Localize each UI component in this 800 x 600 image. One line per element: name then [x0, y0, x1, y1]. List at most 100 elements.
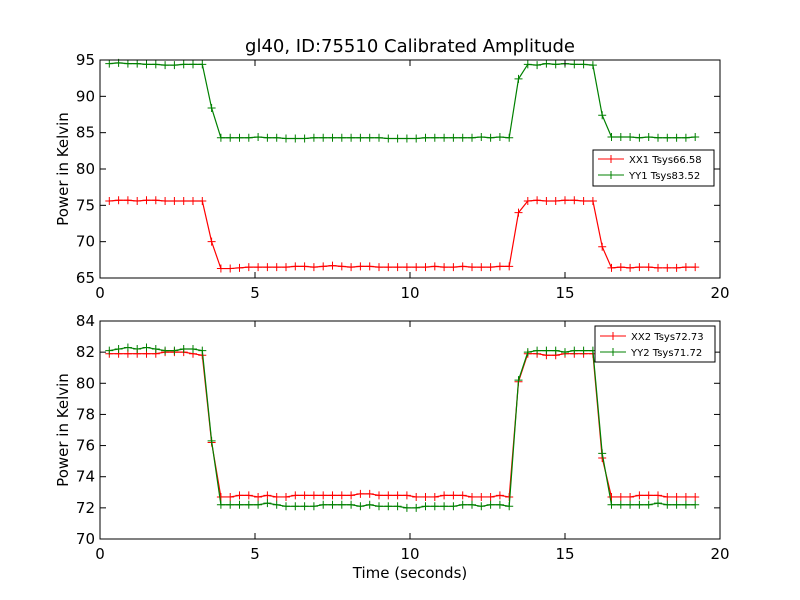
bottom-data-point-xx2 — [672, 492, 681, 501]
top-data-point-xx1 — [226, 264, 235, 273]
bottom-data-point-yy2 — [226, 500, 235, 509]
top-data-point-xx1 — [616, 263, 625, 272]
bottom-data-point-xx2 — [300, 491, 309, 500]
top-y-axis-label: Power in Kelvin — [54, 112, 72, 226]
bottom-data-point-yy2 — [616, 500, 625, 509]
bottom-data-point-yy2 — [337, 500, 346, 509]
bottom-x-tick-label: 20 — [710, 545, 729, 563]
top-data-point-yy1 — [347, 133, 356, 142]
top-data-point-yy1 — [272, 133, 281, 142]
top-data-point-xx1 — [244, 263, 253, 272]
bottom-data-point-yy2 — [551, 346, 560, 355]
top-y-tick-label: 95 — [76, 51, 95, 69]
bottom-data-point-xx2 — [635, 491, 644, 500]
bottom-x-tick-label: 15 — [555, 545, 574, 563]
top-data-point-xx1 — [123, 196, 132, 205]
bottom-data-point-xx2 — [337, 491, 346, 500]
bottom-x-tick-label: 5 — [250, 545, 260, 563]
bottom-data-point-yy2 — [161, 346, 170, 355]
top-data-point-yy1 — [579, 60, 588, 69]
top-legend-label-xx1: XX1 Tsys66.58 — [629, 155, 702, 166]
bottom-data-point-yy2 — [198, 346, 207, 355]
bottom-data-point-yy2 — [533, 346, 542, 355]
top-data-point-yy1 — [523, 60, 532, 69]
top-data-point-xx1 — [626, 263, 635, 272]
top-data-point-yy1 — [477, 133, 486, 142]
bottom-data-point-yy2 — [375, 502, 383, 511]
bottom-data-point-xx2 — [421, 492, 430, 501]
top-data-point-xx1 — [430, 262, 439, 271]
top-data-point-yy1 — [309, 133, 318, 142]
top-data-point-yy1 — [598, 111, 607, 120]
top-data-point-xx1 — [486, 263, 495, 272]
top-data-point-xx1 — [533, 196, 542, 205]
bottom-data-point-yy2 — [291, 502, 300, 511]
bottom-data-point-yy2 — [309, 502, 318, 511]
top-data-point-xx1 — [421, 263, 430, 272]
top-data-point-xx1 — [365, 262, 374, 271]
top-data-point-xx1 — [644, 263, 653, 272]
top-x-tick-label: 5 — [250, 284, 260, 302]
top-data-point-xx1 — [458, 262, 467, 271]
bottom-data-point-xx2 — [365, 489, 374, 498]
top-data-point-yy1 — [393, 134, 402, 143]
bottom-chart-panel: 0 5 10 15 20 70 72 74 76 78 80 82 84 Power in Kelvin… — [54, 312, 730, 582]
top-data-point-yy1 — [607, 133, 616, 142]
bottom-data-point-xx2 — [430, 492, 439, 501]
top-data-point-xx1 — [309, 263, 318, 272]
bottom-data-point-yy2 — [626, 500, 635, 509]
bottom-x-tick-label: 0 — [95, 545, 105, 563]
bottom-data-point-yy2 — [607, 500, 616, 509]
bottom-data-point-xx2 — [607, 492, 616, 501]
bottom-data-point-yy2 — [272, 500, 281, 509]
top-data-point-yy1 — [375, 133, 383, 142]
x-axis-label: Time (seconds) — [352, 564, 468, 582]
top-data-point-xx1 — [579, 196, 588, 205]
top-data-point-yy1 — [170, 61, 179, 70]
top-data-point-xx1 — [384, 263, 393, 272]
bottom-data-point-xx2 — [412, 492, 421, 501]
top-data-point-yy1 — [356, 133, 365, 142]
top-data-point-yy1 — [328, 133, 337, 142]
top-data-point-xx1 — [337, 262, 346, 271]
bottom-y-tick-label: 76 — [76, 437, 95, 455]
bottom-data-point-yy2 — [430, 502, 439, 511]
top-y-tick-label: 65 — [76, 269, 95, 287]
bottom-data-point-xx2 — [486, 492, 495, 501]
top-data-point-xx1 — [468, 263, 476, 272]
top-data-point-yy1 — [105, 59, 114, 68]
bottom-ticks-group: 0 5 10 15 20 70 72 74 76 78 80 82 84 — [76, 312, 730, 563]
bottom-y-tick-label: 80 — [76, 374, 95, 392]
bottom-data-point-yy2 — [561, 348, 569, 357]
top-data-point-xx1 — [598, 242, 607, 251]
bottom-data-point-yy2 — [486, 500, 495, 509]
bottom-data-point-yy2 — [114, 345, 123, 354]
bottom-data-point-yy2 — [477, 502, 486, 511]
bottom-data-point-yy2 — [635, 500, 644, 509]
bottom-data-point-yy2 — [151, 345, 160, 354]
top-data-point-yy1 — [588, 61, 597, 70]
bottom-data-point-xx2 — [309, 491, 318, 500]
top-data-point-xx1 — [681, 263, 690, 272]
bottom-data-point-yy2 — [412, 503, 421, 512]
top-data-point-yy1 — [412, 134, 421, 143]
bottom-data-point-yy2 — [672, 500, 681, 509]
top-data-point-yy1 — [161, 61, 170, 70]
bottom-data-point-yy2 — [598, 449, 607, 458]
top-data-point-yy1 — [254, 133, 263, 142]
top-data-point-xx1 — [551, 196, 560, 205]
top-data-point-xx1 — [282, 263, 290, 272]
top-x-tick-label: 15 — [555, 284, 574, 302]
top-data-point-yy1 — [644, 133, 653, 142]
top-data-point-yy1 — [337, 133, 346, 142]
top-data-point-xx1 — [523, 196, 532, 205]
top-legend: XX1 Tsys66.58 YY1 Tsys83.52 — [592, 149, 715, 187]
bottom-data-point-yy2 — [384, 502, 393, 511]
bottom-x-tick-label: 10 — [400, 545, 419, 563]
top-data-point-xx1 — [477, 263, 486, 272]
top-data-point-yy1 — [235, 133, 244, 142]
top-data-point-xx1 — [440, 263, 449, 272]
bottom-data-point-yy2 — [365, 500, 374, 509]
top-data-point-yy1 — [495, 133, 504, 142]
bottom-data-point-yy2 — [216, 500, 225, 509]
